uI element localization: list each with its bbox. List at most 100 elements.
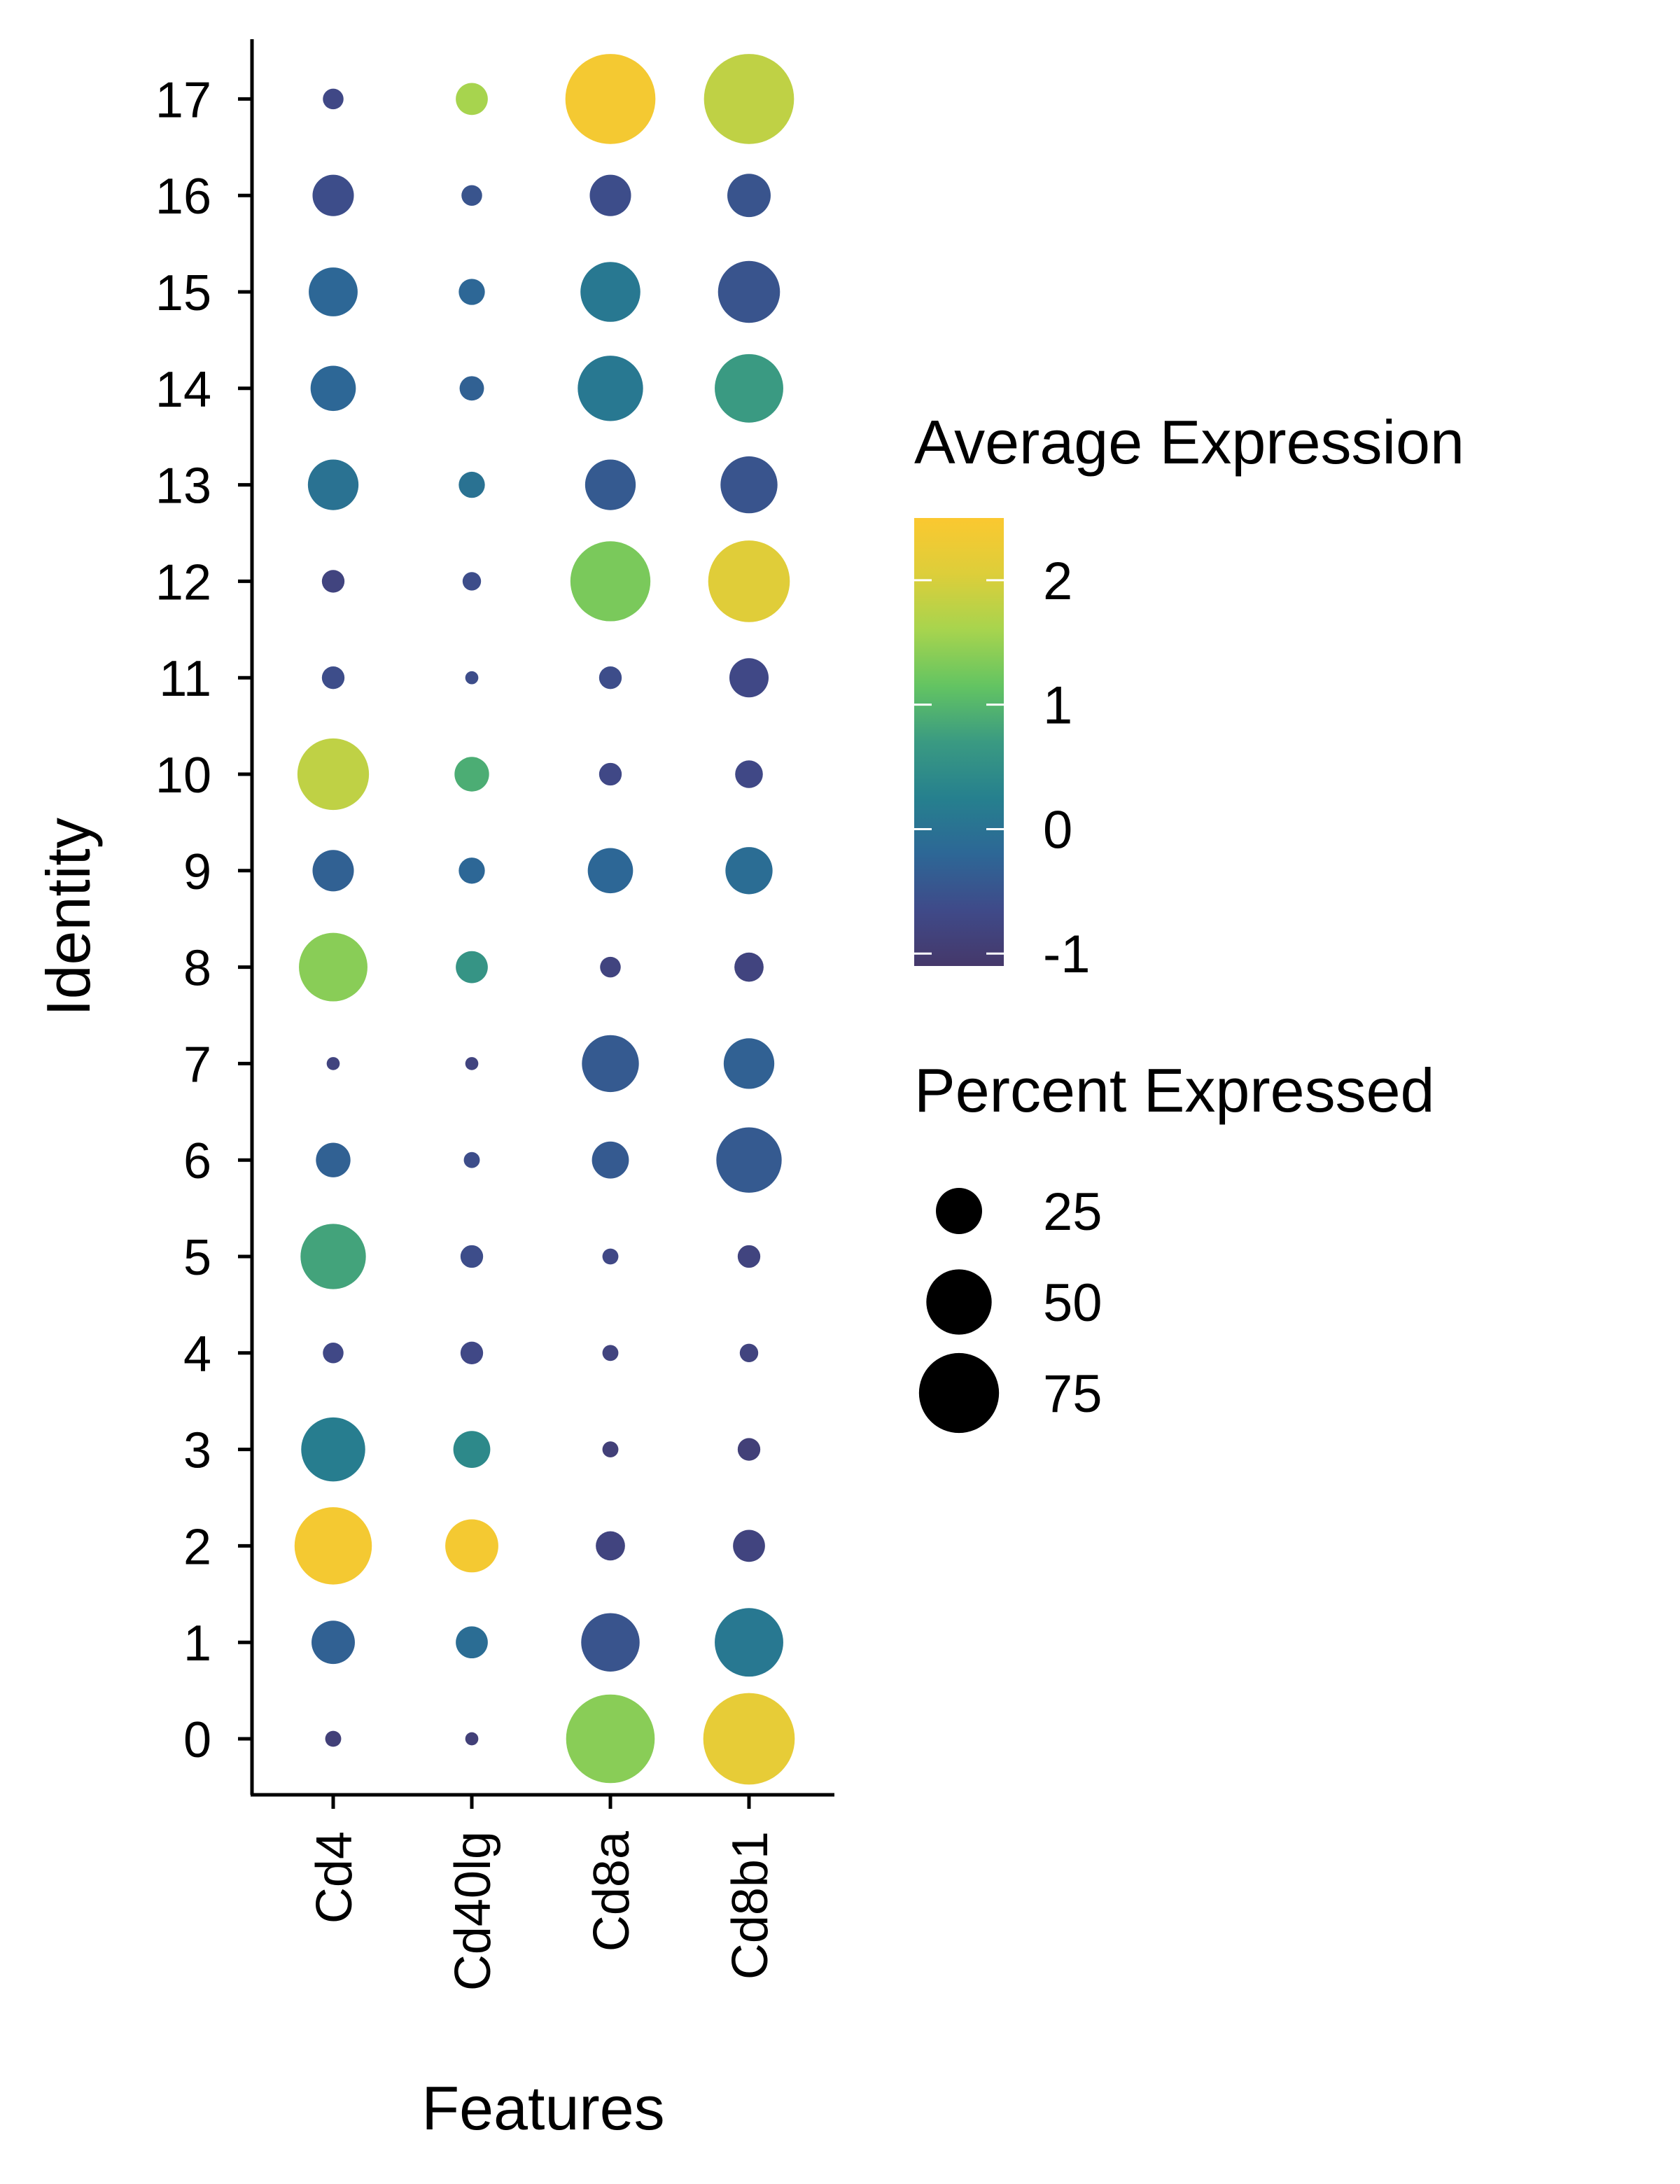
dot-cd4-10 [297, 738, 370, 811]
dot-cd4-15 [309, 267, 358, 316]
dot-cd8b1-9 [725, 847, 773, 895]
size-legend-label: 25 [1043, 1182, 1102, 1242]
dot-cd40lg-15 [458, 279, 485, 305]
dot-cd4-5 [300, 1224, 366, 1289]
color-tick-label: 1 [1043, 676, 1072, 736]
dot-cd8a-13 [584, 459, 636, 510]
dot-cd4-16 [312, 174, 354, 216]
dot-cd4-4 [323, 1343, 344, 1364]
y-tick-label: 10 [155, 748, 211, 804]
dot-cd8b1-5 [737, 1245, 761, 1268]
dot-cd8a-14 [578, 356, 643, 421]
dot-cd40lg-10 [454, 757, 489, 792]
y-tick-label: 1 [183, 1616, 211, 1672]
size-legend-items: 25 50 75 [918, 1182, 1102, 1434]
dot-cd4-7 [326, 1057, 340, 1070]
dot-cd40lg-9 [458, 858, 485, 884]
dot-cd40lg-3 [453, 1431, 491, 1468]
dot-cd8b1-6 [716, 1127, 782, 1193]
dot-cd8b1-15 [718, 260, 780, 323]
dot-cd8b1-7 [723, 1038, 775, 1089]
dot-cd40lg-8 [456, 951, 488, 983]
dot-cd8a-9 [587, 848, 634, 894]
dot-cd8a-16 [589, 174, 631, 216]
dot-grid [294, 54, 795, 1785]
color-tick-label: -1 [1043, 925, 1091, 984]
dot-cd8b1-2 [733, 1530, 765, 1562]
color-legend: Average Expression 2 1 0 -1 [914, 407, 1464, 984]
dot-cd40lg-17 [456, 83, 488, 115]
dot-cd4-17 [323, 88, 344, 110]
x-axis-ticks: Cd4 Cd40lg Cd8a Cd8b1 [307, 1795, 778, 1991]
dot-cd40lg-16 [461, 185, 482, 206]
dot-cd4-13 [307, 459, 359, 510]
dot-cd40lg-5 [460, 1245, 484, 1268]
dot-cd40lg-2 [445, 1519, 498, 1573]
y-tick-label: 8 [183, 941, 211, 997]
y-tick-label: 5 [183, 1230, 211, 1286]
x-tick-label: Cd40lg [445, 1831, 501, 1991]
dot-cd8b1-4 [739, 1343, 759, 1363]
dot-cd8a-0 [566, 1694, 655, 1784]
y-tick-label: 3 [183, 1423, 211, 1479]
color-legend-title: Average Expression [914, 407, 1464, 477]
y-tick-label: 15 [155, 265, 211, 321]
dot-cd8b1-11 [729, 658, 769, 698]
dot-cd8b1-14 [715, 354, 783, 423]
dot-cd8b1-8 [734, 952, 764, 982]
color-legend-bar [914, 518, 1004, 966]
dot-cd40lg-11 [465, 671, 479, 685]
y-tick-label: 2 [183, 1519, 211, 1575]
size-legend-dot [936, 1188, 982, 1234]
dot-cd40lg-0 [465, 1732, 479, 1746]
size-legend-title: Percent Expressed [914, 1056, 1435, 1125]
dot-cd8a-5 [602, 1248, 619, 1265]
y-axis-title: Identity [34, 818, 103, 1016]
size-legend-label: 50 [1043, 1273, 1102, 1333]
dot-cd8a-12 [570, 541, 651, 622]
dot-cd8b1-1 [715, 1608, 783, 1677]
dot-cd4-9 [312, 850, 354, 892]
dot-cd8b1-3 [737, 1438, 761, 1461]
x-tick-label: Cd8a [584, 1830, 640, 1952]
dot-cd8a-4 [602, 1345, 619, 1362]
y-tick-label: 17 [155, 72, 211, 128]
y-tick-label: 7 [183, 1037, 211, 1093]
dot-cd8b1-17 [704, 54, 794, 144]
dot-cd8a-1 [581, 1613, 640, 1672]
dot-cd4-1 [312, 1620, 355, 1665]
dot-cd8b1-16 [727, 174, 771, 218]
color-tick-label: 2 [1043, 552, 1072, 611]
dot-cd40lg-4 [460, 1341, 484, 1364]
y-tick-label: 4 [183, 1326, 211, 1382]
dot-cd4-0 [325, 1730, 342, 1747]
dot-cd40lg-13 [458, 471, 485, 498]
dot-cd4-11 [321, 666, 345, 690]
dot-cd40lg-14 [459, 376, 484, 401]
dot-cd4-6 [316, 1142, 351, 1177]
dot-cd8a-15 [580, 262, 640, 322]
size-legend-dot [926, 1269, 992, 1335]
color-tick-label: 0 [1043, 800, 1072, 860]
dot-cd8a-7 [582, 1035, 639, 1093]
dot-cd8a-3 [602, 1441, 619, 1458]
dot-cd8b1-12 [708, 540, 790, 622]
y-tick-label: 16 [155, 169, 211, 225]
y-tick-label: 6 [183, 1133, 211, 1189]
dot-cd8b1-0 [703, 1693, 795, 1785]
x-axis-title: Features [421, 2073, 664, 2143]
size-legend: Percent Expressed 25 50 75 [914, 1056, 1435, 1434]
dot-cd8a-11 [598, 666, 622, 690]
y-tick-label: 9 [183, 844, 211, 900]
y-tick-label: 11 [159, 651, 211, 707]
y-tick-label: 12 [155, 554, 211, 610]
dot-cd4-2 [294, 1507, 372, 1585]
dot-cd8a-8 [600, 956, 621, 978]
dot-cd4-14 [310, 365, 356, 412]
x-tick-label: Cd4 [307, 1831, 363, 1924]
y-tick-label: 13 [155, 458, 211, 514]
dot-cd8b1-13 [720, 456, 778, 514]
dot-cd4-12 [321, 570, 345, 593]
